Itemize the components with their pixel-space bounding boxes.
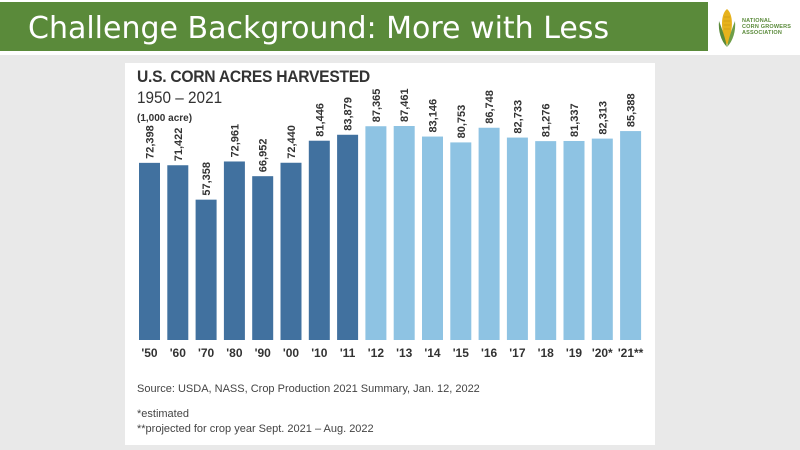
bar-9 xyxy=(393,126,415,340)
title-bar: Challenge Background: More with Less xyxy=(0,2,708,51)
x-tick-label: '12 xyxy=(368,346,385,360)
x-tick-label: '20* xyxy=(592,346,613,360)
x-tick-label: '21** xyxy=(618,346,644,360)
x-tick-label: '19 xyxy=(566,346,583,360)
logo-line: ASSOCIATION xyxy=(742,30,782,36)
value-label: 66,952 xyxy=(258,139,270,173)
bar-0 xyxy=(139,162,160,340)
value-label: 81,446 xyxy=(314,103,326,137)
bar-7 xyxy=(337,134,359,340)
x-tick-label: '13 xyxy=(396,346,413,360)
bar-4 xyxy=(252,176,274,340)
x-tick-label: '18 xyxy=(538,346,555,360)
x-tick-label: '15 xyxy=(453,346,470,360)
bar-3 xyxy=(223,161,245,340)
bar-13 xyxy=(506,137,528,340)
logo-line: CORN GROWERS xyxy=(742,24,792,30)
value-label: 83,146 xyxy=(428,99,440,133)
logo-text: NATIONAL CORN GROWERS ASSOCIATION xyxy=(742,18,796,36)
slide-title: Challenge Background: More with Less xyxy=(28,11,610,46)
value-label: 82,313 xyxy=(597,101,609,135)
chart-title: U.S. CORN ACRES HARVESTED xyxy=(137,67,370,86)
x-tick-label: '00 xyxy=(283,346,300,360)
corn-icon xyxy=(718,9,736,47)
bar-chart: 72,398 '50 71,422 '60 57,358 '70 72,961 '80 66,9… xyxy=(139,88,644,360)
bar-16 xyxy=(591,138,613,340)
bar-15 xyxy=(563,140,585,340)
chart-subtitle: 1950 – 2021 xyxy=(137,88,223,107)
value-label: 72,961 xyxy=(229,124,241,158)
bar-2 xyxy=(195,199,217,340)
bar-1 xyxy=(167,165,189,340)
x-tick-label: '11 xyxy=(340,346,356,360)
x-tick-label: '60 xyxy=(170,346,187,360)
value-label: 86,748 xyxy=(484,90,496,124)
x-tick-label: '50 xyxy=(141,346,158,360)
bar-5 xyxy=(280,162,302,340)
x-tick-label: '70 xyxy=(198,346,215,360)
projected-note: **projected for crop year Sept. 2021 – A… xyxy=(137,423,374,435)
bar-10 xyxy=(422,136,443,340)
logo-line: NATIONAL xyxy=(742,18,772,24)
bar-17 xyxy=(620,131,642,340)
chart-panel: U.S. CORN ACRES HARVESTED 1950 – 2021 (1… xyxy=(125,63,655,445)
slide-header: Challenge Background: More with Less NAT… xyxy=(0,0,800,55)
ncga-logo: NATIONAL CORN GROWERS ASSOCIATION xyxy=(712,3,798,53)
x-tick-label: '16 xyxy=(481,346,498,360)
source-note: Source: USDA, NASS, Crop Production 2021… xyxy=(137,383,480,395)
x-tick-label: '10 xyxy=(311,346,328,360)
value-label: 87,461 xyxy=(399,88,411,122)
bar-12 xyxy=(478,127,500,341)
value-label: 72,440 xyxy=(286,125,298,159)
bar-6 xyxy=(308,140,330,340)
value-label: 83,879 xyxy=(343,97,355,131)
x-tick-label: '17 xyxy=(509,346,526,360)
chart-unit: (1,000 acre) xyxy=(137,113,193,124)
value-label: 80,753 xyxy=(456,105,468,139)
value-label: 81,276 xyxy=(541,103,553,137)
value-label: 71,422 xyxy=(173,128,185,162)
value-label: 85,388 xyxy=(626,93,638,127)
x-tick-label: '14 xyxy=(424,346,441,360)
value-label: 87,365 xyxy=(371,89,383,123)
x-tick-label: '80 xyxy=(226,346,243,360)
bar-14 xyxy=(535,141,557,340)
value-label: 81,337 xyxy=(569,103,581,137)
estimated-note: *estimated xyxy=(137,408,189,420)
x-tick-label: '90 xyxy=(255,346,272,360)
bar-8 xyxy=(365,126,387,340)
value-label: 72,398 xyxy=(145,125,157,159)
value-label: 57,358 xyxy=(201,162,213,196)
bar-11 xyxy=(450,142,472,340)
value-label: 82,733 xyxy=(512,100,524,134)
